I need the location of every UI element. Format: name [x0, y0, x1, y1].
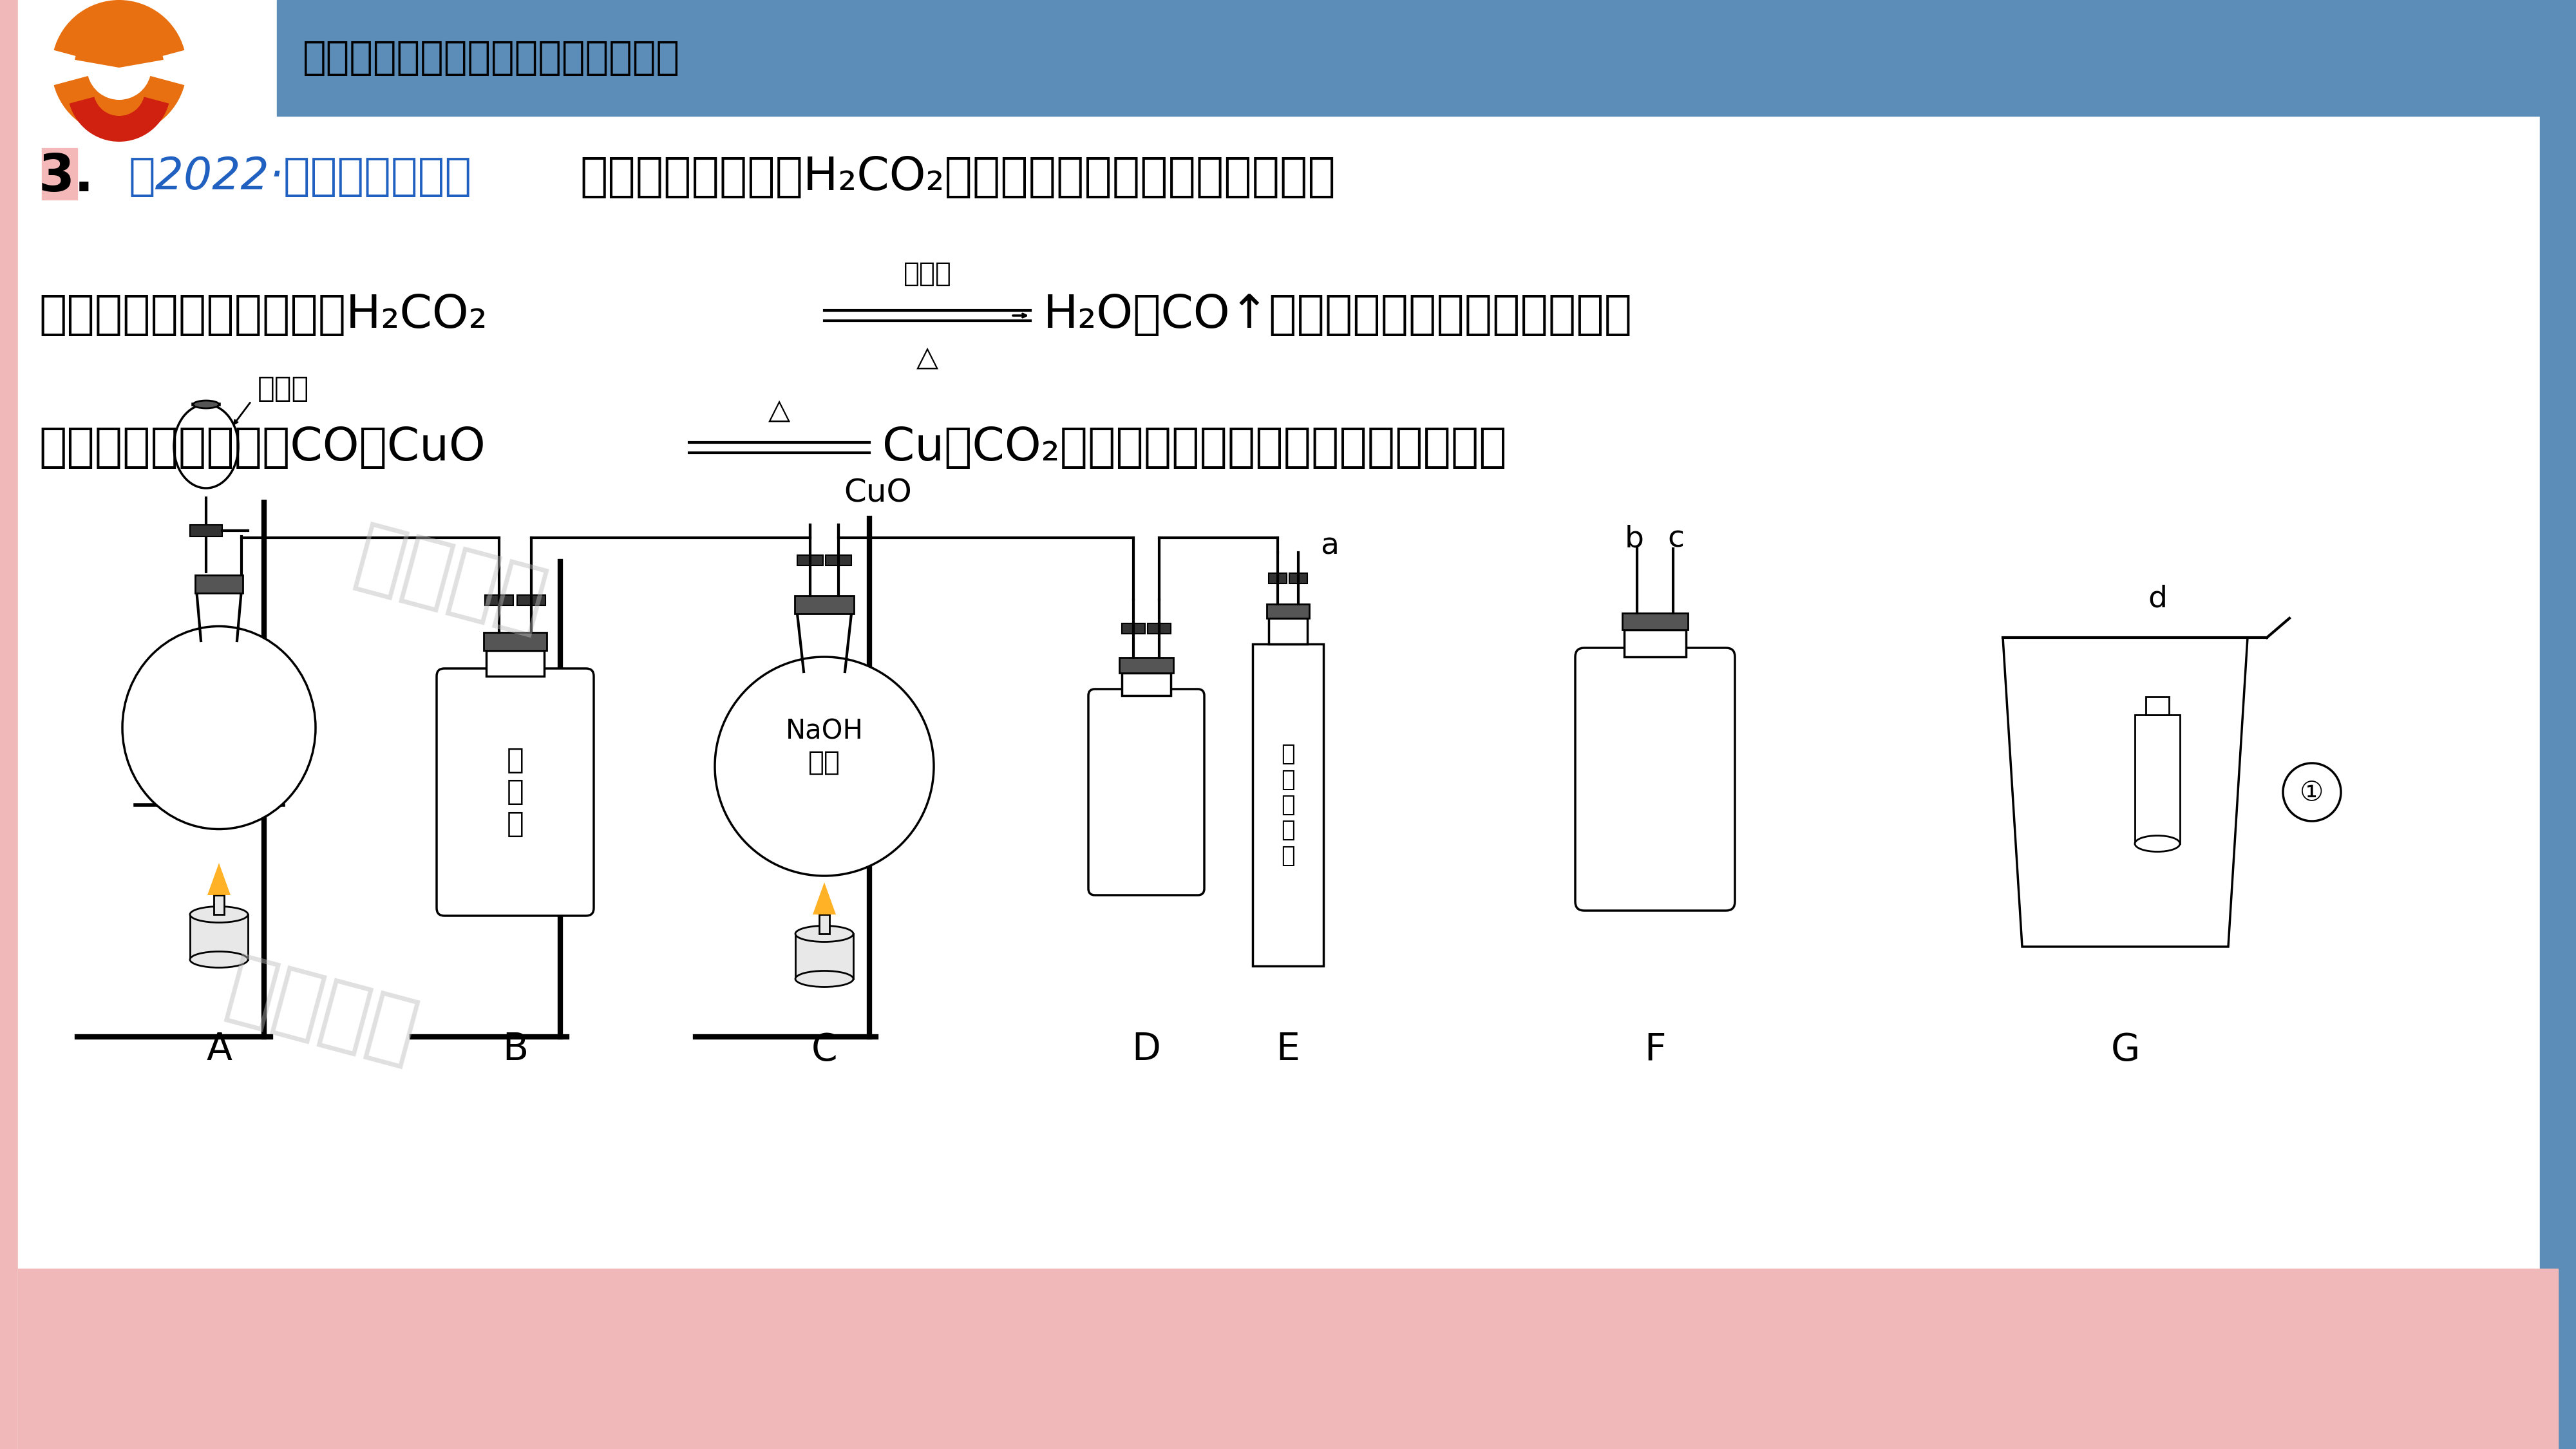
Ellipse shape: [2136, 836, 2179, 852]
Text: （2022·河南模拟节选）: （2022·河南模拟节选）: [129, 155, 471, 199]
Wedge shape: [118, 97, 170, 142]
Bar: [1149, 623, 1170, 633]
Bar: [2146, 697, 2169, 714]
Bar: [2136, 714, 2179, 843]
Text: △: △: [917, 343, 938, 371]
Text: NaOH
溶液: NaOH 溶液: [786, 717, 863, 777]
Text: 浓硫酸: 浓硫酸: [258, 374, 309, 403]
Bar: [191, 914, 247, 959]
Wedge shape: [54, 75, 185, 135]
Bar: [1123, 623, 1144, 633]
Text: 作业精灵: 作业精灵: [348, 517, 554, 642]
Text: A: A: [206, 1032, 232, 1068]
Bar: [2540, 0, 2576, 1449]
Bar: [793, 596, 855, 614]
Ellipse shape: [175, 404, 237, 488]
Text: 澄
清
石
灯
水: 澄 清 石 灯 水: [1280, 743, 1296, 867]
Bar: [278, 0, 2540, 116]
Bar: [824, 555, 850, 565]
Text: G: G: [2110, 1032, 2141, 1068]
Text: 作业精灵: 作业精灵: [219, 949, 425, 1074]
Bar: [214, 895, 224, 914]
Wedge shape: [54, 0, 185, 59]
Text: 浓硫酸: 浓硫酸: [904, 261, 951, 287]
Text: 重庆五洲世纪文化科技股份有限公司: 重庆五洲世纪文化科技股份有限公司: [304, 39, 680, 77]
Ellipse shape: [796, 926, 853, 942]
Polygon shape: [206, 864, 232, 895]
Bar: [1267, 574, 1288, 584]
Text: B: B: [502, 1032, 528, 1068]
Text: 实验室常用甲酸（H₂CO₂）和浓硫酸混合加热制备一氧化: 实验室常用甲酸（H₂CO₂）和浓硫酸混合加热制备一氧化: [580, 155, 1334, 200]
Text: △: △: [768, 397, 791, 425]
Text: 碘，反应的化学方程式为H₂CO₂: 碘，反应的化学方程式为H₂CO₂: [39, 293, 487, 338]
Ellipse shape: [193, 400, 219, 409]
Bar: [191, 525, 222, 536]
Text: F: F: [1643, 1032, 1667, 1068]
Ellipse shape: [716, 656, 933, 875]
Text: 浓
硫
酸: 浓 硫 酸: [507, 746, 523, 838]
Bar: [1267, 619, 1309, 643]
FancyBboxPatch shape: [1577, 648, 1736, 910]
Bar: [1123, 672, 1170, 696]
Text: Cu＋CO₂，实验装置如图所示，请回答问题。: Cu＋CO₂，实验装置如图所示，请回答问题。: [881, 426, 1507, 469]
Text: C: C: [811, 1032, 837, 1068]
Text: CuO: CuO: [845, 477, 912, 509]
Bar: [41, 148, 77, 200]
Bar: [819, 914, 829, 933]
Text: 反应的化学方程式为CO＋CuO: 反应的化学方程式为CO＋CuO: [39, 426, 484, 469]
Text: d: d: [2148, 584, 2166, 613]
Bar: [196, 575, 242, 593]
Bar: [487, 651, 544, 677]
Text: E: E: [1275, 1032, 1301, 1068]
Bar: [18, 1269, 2558, 1449]
Wedge shape: [75, 23, 162, 68]
Ellipse shape: [191, 952, 247, 968]
Bar: [796, 933, 853, 980]
Bar: [1625, 630, 1685, 656]
Bar: [1267, 604, 1309, 619]
Text: H₂O＋CO↑，再用一氧化碘还原氧化铜，: H₂O＋CO↑，再用一氧化碘还原氧化铜，: [1043, 293, 1633, 338]
Bar: [1291, 574, 1309, 584]
Text: a: a: [1319, 532, 1340, 561]
Bar: [0, 0, 18, 1449]
Wedge shape: [70, 97, 118, 142]
Ellipse shape: [124, 626, 314, 829]
Text: 3.: 3.: [39, 152, 95, 203]
Polygon shape: [2004, 638, 2246, 946]
Bar: [799, 555, 824, 565]
Bar: [1252, 643, 1324, 966]
Bar: [484, 632, 546, 651]
Text: c: c: [1667, 525, 1685, 554]
FancyBboxPatch shape: [438, 668, 592, 916]
FancyBboxPatch shape: [1087, 690, 1206, 895]
Ellipse shape: [796, 971, 853, 987]
Polygon shape: [814, 882, 835, 914]
Bar: [1623, 613, 1687, 630]
Text: ①: ①: [2300, 778, 2324, 806]
Bar: [484, 596, 513, 606]
Ellipse shape: [191, 907, 247, 923]
Text: b: b: [1625, 525, 1643, 554]
Bar: [1118, 658, 1175, 672]
Text: D: D: [1131, 1032, 1162, 1068]
Bar: [518, 596, 546, 606]
